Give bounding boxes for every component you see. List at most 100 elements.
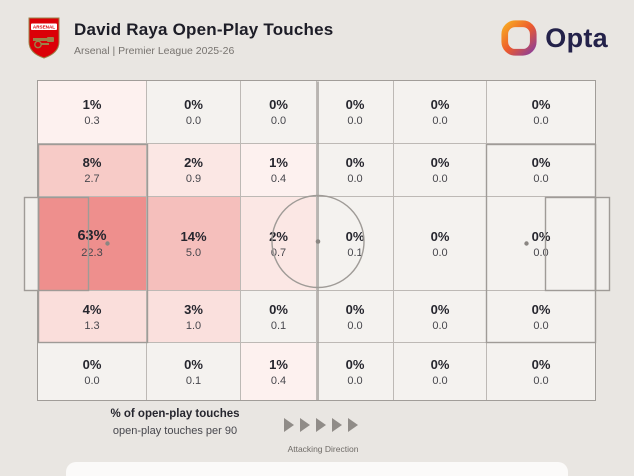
zone-pct: 0% [269,97,288,112]
zone-cell-r5-c3: 1% 0.4 [241,343,316,400]
zone-cell-r5-c2: 0% 0.1 [147,343,240,400]
page-subtitle: Arsenal | Premier League 2025-26 [74,44,235,57]
zone-cell-r4-c3: 0% 0.1 [241,291,316,342]
zone-per90: 0.7 [270,246,287,259]
zone-per90: 0.0 [533,173,549,185]
zone-cell-r2-c6: 0% 0.0 [487,144,595,196]
zone-per90: 0.9 [185,173,202,185]
zone-pct: 14% [180,228,207,244]
zone-pct: 1% [269,356,288,372]
zone-cell-r1-c5: 0% 0.0 [394,81,486,143]
zone-pct: 0% [430,301,450,317]
zone-cell-r1-c1: 1% 0.3 [38,81,146,143]
zone-per90: 0.0 [533,319,549,332]
zone-cell-r5-c5: 0% 0.0 [394,343,486,400]
zone-pct: 2% [269,228,288,244]
zone-per90: 1.3 [84,319,100,332]
zone-per90: 0.0 [270,115,287,127]
zone-grid: 1% 0.3 0% 0.0 0% 0.0 0% 0.0 0% 0.0 0% 0.0 8% 2.7 2% 0.9… [37,80,596,401]
zone-cell-r4-c5: 0% 0.0 [394,291,486,342]
header: ARSENAL David Raya Open-Play Touches Ars… [26,12,608,64]
zone-pct: 0% [430,155,450,170]
arrow-right-icon [316,418,326,432]
zone-per90: 0.4 [270,374,287,387]
zone-cell-r5-c4: 0% 0.0 [317,343,393,400]
zone-pct: 0% [184,97,203,112]
zone-per90: 0.0 [347,173,363,185]
arrow-right-icon [284,418,294,432]
pitch: 1% 0.3 0% 0.0 0% 0.0 0% 0.0 0% 0.0 0% 0.0 8% 2.7 2% 0.9… [23,80,611,402]
header-titles: David Raya Open-Play Touches Arsenal | P… [74,20,333,57]
zone-cell-r1-c3: 0% 0.0 [241,81,316,143]
legend-primary-label: % of open-play touches [110,408,240,420]
zone-per90: 1.0 [185,319,202,332]
zone-pct: 2% [184,155,203,170]
zone-cell-r2-c3: 1% 0.4 [241,144,316,196]
zone-cell-r2-c2: 2% 0.9 [147,144,240,196]
crest-banner-text: ARSENAL [33,25,55,30]
zone-pct: 3% [184,301,203,317]
zone-per90: 0.0 [533,115,549,127]
zone-pct: 0% [430,356,450,372]
zone-pct: 0% [430,97,450,112]
zone-pct: 1% [269,155,288,170]
zone-pct: 1% [82,97,102,112]
zone-cell-r2-c4: 0% 0.0 [317,144,393,196]
zone-cell-r4-c1: 4% 1.3 [38,291,146,342]
zone-per90: 0.0 [432,115,448,127]
zone-pct: 4% [82,301,102,317]
zone-per90: 0.0 [432,319,448,332]
zone-pct: 0% [345,301,365,317]
zone-per90: 0.1 [270,319,287,332]
zone-pct: 0% [345,228,365,244]
zone-per90: 0.0 [432,374,448,387]
page-title: David Raya Open-Play Touches [74,19,334,39]
zone-per90: 0.3 [84,115,100,127]
zone-cell-r3-c3: 2% 0.7 [241,197,316,290]
zone-per90: 0.4 [270,173,287,185]
zone-pct: 0% [345,97,365,112]
opta-brand: Opta [500,19,608,57]
zone-per90: 0.0 [347,374,363,387]
zone-cell-r2-c5: 0% 0.0 [394,144,486,196]
zone-pct: 0% [531,356,551,372]
legend: % of open-play touches open-play touches… [60,408,290,437]
zone-per90: 5.0 [185,246,202,259]
zone-pct: 0% [531,155,551,170]
zone-cell-r1-c2: 0% 0.0 [147,81,240,143]
zone-per90: 0.0 [533,246,549,259]
zone-cell-r1-c4: 0% 0.0 [317,81,393,143]
zone-per90: 22.3 [81,247,103,259]
zone-per90: 0.0 [347,115,363,127]
legend-secondary-label: open-play touches per 90 [112,425,238,437]
zone-per90: 0.0 [432,173,448,185]
attacking-direction-arrows [284,418,358,432]
attacking-direction-label: Attacking Direction [287,444,359,454]
bottom-strip [66,462,568,476]
zone-cell-r3-c6: 0% 0.0 [487,197,595,290]
zone-pct: 0% [269,301,288,317]
zone-cell-r4-c4: 0% 0.0 [317,291,393,342]
zone-cell-r2-c1: 8% 2.7 [38,144,146,196]
zone-per90: 0.0 [185,115,202,127]
zone-pct: 0% [184,356,203,372]
opta-wordmark: Opta [545,22,608,53]
zone-cell-r3-c4: 0% 0.1 [317,197,393,290]
zone-pct: 63% [77,228,107,244]
zone-pct: 0% [531,301,551,317]
zone-pct: 0% [345,155,365,170]
zone-per90: 2.7 [84,173,100,185]
zone-pct: 0% [430,228,450,244]
zone-per90: 0.1 [347,246,363,259]
zone-pct: 0% [531,97,551,112]
zone-pct: 0% [82,356,102,372]
zone-cell-r4-c2: 3% 1.0 [147,291,240,342]
zone-per90: 0.0 [432,246,448,259]
arsenal-crest-icon: ARSENAL [28,17,60,59]
zone-per90: 0.1 [185,374,202,387]
zone-pct: 0% [345,356,365,372]
zone-pct: 0% [531,228,551,244]
zone-cell-r5-c1: 0% 0.0 [38,343,146,400]
zone-cell-r4-c6: 0% 0.0 [487,291,595,342]
